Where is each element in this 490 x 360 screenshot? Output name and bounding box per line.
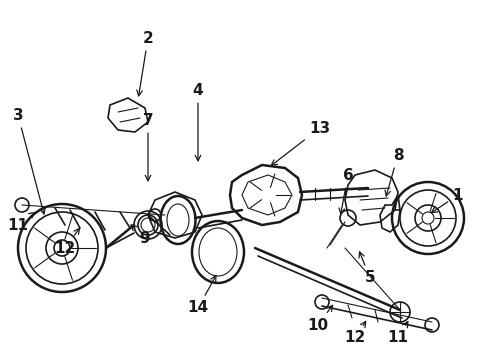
Text: 11: 11 (7, 212, 35, 233)
Text: 4: 4 (193, 82, 203, 161)
Text: 9: 9 (131, 225, 150, 246)
Text: 13: 13 (271, 121, 331, 166)
Text: 12: 12 (54, 228, 79, 256)
Text: 14: 14 (188, 276, 216, 315)
Text: 7: 7 (143, 113, 153, 181)
Text: 5: 5 (359, 252, 375, 285)
Text: 1: 1 (432, 188, 463, 213)
Text: 6: 6 (339, 167, 353, 214)
Text: 11: 11 (388, 321, 409, 346)
Text: 8: 8 (385, 148, 403, 196)
Text: 3: 3 (13, 108, 45, 214)
Text: 2: 2 (137, 31, 153, 96)
Text: 12: 12 (344, 321, 366, 346)
Text: 10: 10 (307, 305, 333, 333)
